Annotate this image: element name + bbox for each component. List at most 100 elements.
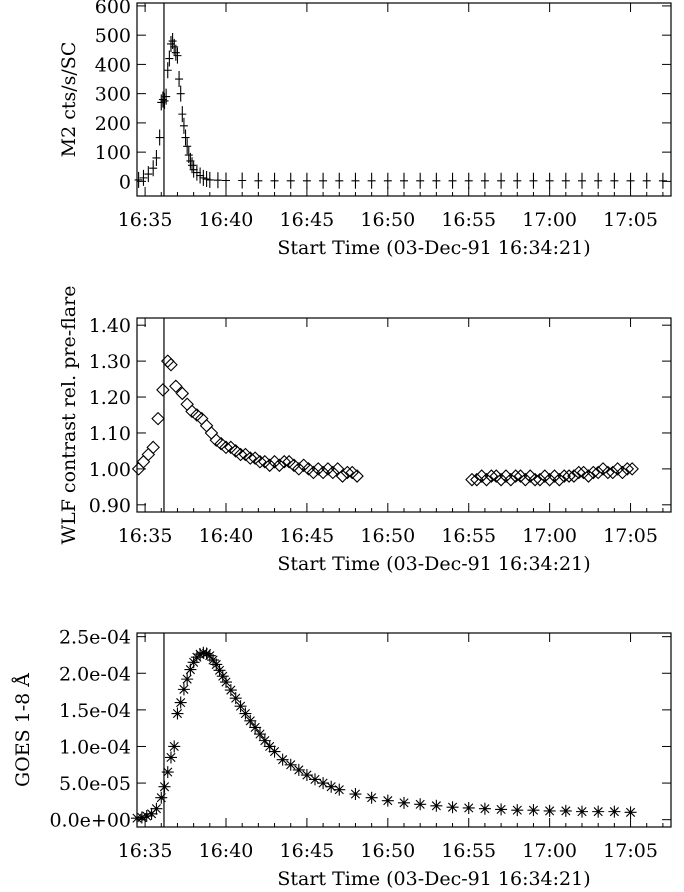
data-point xyxy=(158,780,171,793)
x-tick-label: 16:40 xyxy=(199,209,254,231)
data-point xyxy=(177,683,190,696)
data-point xyxy=(302,172,311,189)
data-point xyxy=(601,465,615,480)
data-point xyxy=(188,157,197,174)
data-point xyxy=(239,707,252,720)
data-point xyxy=(150,802,163,815)
x-tick-label: 17:05 xyxy=(603,840,658,862)
data-point xyxy=(292,763,305,776)
data-point xyxy=(400,172,408,189)
y-tick-label: 1.10 xyxy=(89,423,131,445)
data-point xyxy=(335,172,344,189)
data-point xyxy=(164,357,178,372)
data-point xyxy=(528,472,542,487)
data-point xyxy=(238,172,247,189)
data-point xyxy=(325,780,338,793)
data-point xyxy=(179,117,188,134)
data-point xyxy=(178,106,187,123)
data-point xyxy=(155,791,168,804)
data-point xyxy=(253,454,267,469)
data-point xyxy=(414,798,427,811)
data-point xyxy=(158,91,167,108)
data-point xyxy=(542,472,557,487)
data-point xyxy=(234,700,247,713)
y-axis-title: M2 cts/s/SC xyxy=(58,42,80,158)
data-point xyxy=(605,465,620,480)
data-point xyxy=(220,676,232,689)
data-point xyxy=(204,426,219,440)
data-point xyxy=(144,166,153,183)
y-tick-label: 300 xyxy=(95,84,131,106)
data-point xyxy=(161,766,174,779)
data-point xyxy=(141,447,156,462)
data-series xyxy=(131,646,637,825)
data-point xyxy=(168,740,181,753)
x-tick-label: 16:40 xyxy=(199,840,254,862)
data-point xyxy=(615,465,630,480)
data-point xyxy=(210,658,223,671)
y-tick-label: 5.0e-05 xyxy=(59,773,131,795)
data-point xyxy=(300,769,313,782)
data-point xyxy=(253,728,266,741)
data-point xyxy=(286,172,295,189)
x-tick-label: 16:35 xyxy=(118,525,173,547)
x-tick-label: 17:05 xyxy=(603,209,658,231)
y-axis-title: GOES 1-8 Å xyxy=(12,673,34,787)
data-point xyxy=(465,472,479,487)
data-point xyxy=(608,805,621,818)
y-tick-label: 500 xyxy=(95,25,131,47)
data-point xyxy=(326,465,340,480)
data-point xyxy=(513,172,522,189)
y-tick-label: 2.0e-04 xyxy=(59,663,131,685)
data-point xyxy=(175,71,184,88)
data-point xyxy=(155,129,164,146)
x-tick-label: 16:35 xyxy=(118,840,173,862)
data-point xyxy=(284,758,297,771)
data-point xyxy=(192,164,201,181)
x-tick-label: 17:00 xyxy=(522,525,577,547)
data-point xyxy=(194,648,207,661)
data-point xyxy=(249,721,262,734)
data-point xyxy=(272,458,287,473)
data-point xyxy=(581,469,596,483)
x-tick-label: 16:45 xyxy=(280,209,335,231)
data-point xyxy=(365,791,378,804)
data-point xyxy=(200,647,213,660)
x-tick-label: 17:00 xyxy=(522,840,577,862)
x-tick-label: 16:55 xyxy=(441,209,496,231)
data-point xyxy=(197,646,210,659)
data-point xyxy=(207,654,220,667)
data-point xyxy=(292,462,306,476)
data-point xyxy=(367,172,376,189)
data-point xyxy=(229,692,242,705)
data-point xyxy=(164,751,177,764)
data-point xyxy=(624,806,637,819)
data-point xyxy=(319,172,328,189)
data-point xyxy=(533,472,547,487)
data-point xyxy=(559,804,572,817)
data-point xyxy=(610,172,619,189)
data-point xyxy=(149,160,158,177)
data-point xyxy=(529,172,538,189)
data-point xyxy=(626,172,635,189)
data-point xyxy=(169,379,183,394)
data-point xyxy=(165,50,174,67)
data-point xyxy=(162,88,171,105)
y-tick-label: 0.0e+00 xyxy=(49,810,131,832)
data-point xyxy=(258,734,271,747)
data-point xyxy=(484,469,499,483)
data-point xyxy=(543,804,556,817)
data-point xyxy=(268,745,281,758)
data-point xyxy=(567,469,581,483)
data-point xyxy=(183,138,192,155)
data-point xyxy=(184,663,197,676)
data-point xyxy=(416,172,425,189)
x-tick-label: 16:50 xyxy=(360,525,415,547)
data-point xyxy=(571,465,586,480)
data-point xyxy=(270,172,279,189)
data-point xyxy=(145,807,158,820)
x-tick-label: 17:05 xyxy=(603,525,658,547)
data-point xyxy=(199,169,208,186)
data-point xyxy=(131,812,143,825)
data-series xyxy=(134,33,667,189)
